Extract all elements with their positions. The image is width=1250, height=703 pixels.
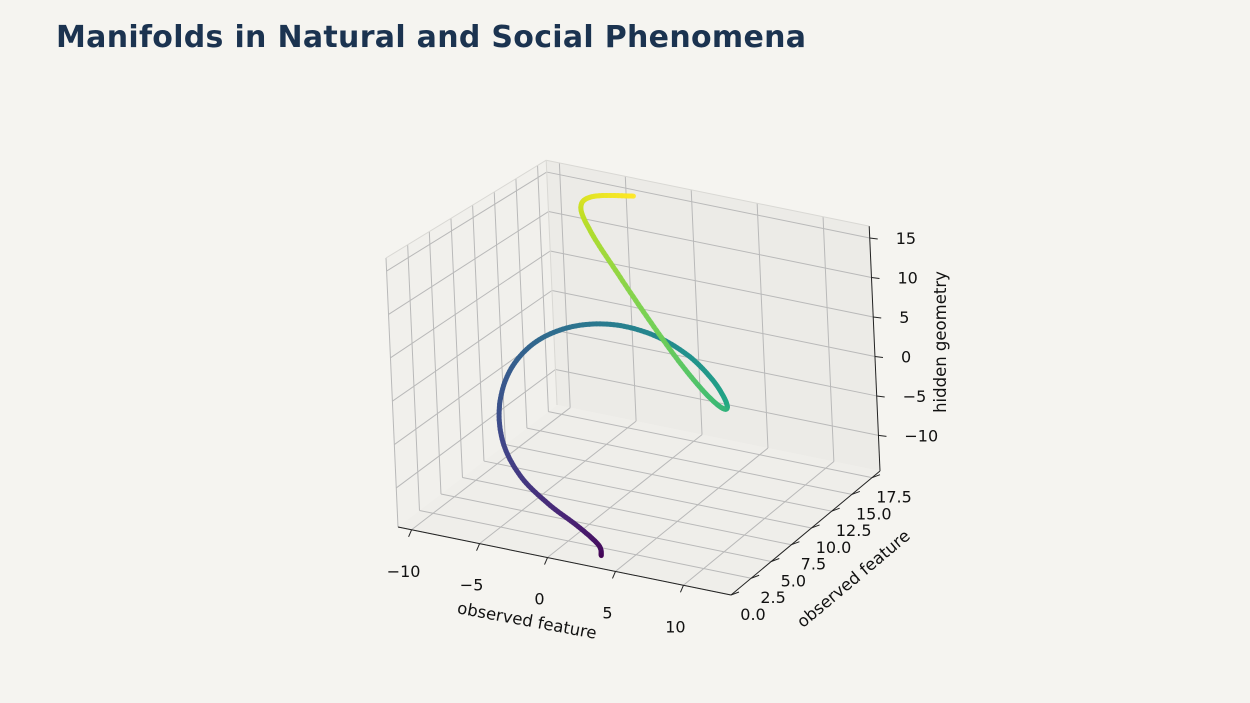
pane-edge bbox=[385, 159, 547, 259]
z-axis-tick-label: 0 bbox=[901, 348, 911, 367]
gridline-z-back bbox=[551, 290, 876, 357]
gridline-z-back bbox=[550, 250, 874, 318]
z-axis-tick bbox=[878, 434, 887, 437]
gridline-z-side bbox=[386, 171, 547, 272]
y-axis-tick bbox=[771, 558, 780, 562]
gridline-x-floor bbox=[547, 434, 703, 558]
gridline-z-back bbox=[546, 171, 870, 239]
y-axis-tick bbox=[811, 524, 820, 529]
z-axis-tick-label: 5 bbox=[899, 308, 909, 327]
gridline-y-side bbox=[493, 191, 506, 445]
y-axis-tick bbox=[791, 541, 800, 546]
z-axis-label: hidden geometry bbox=[931, 271, 950, 413]
z-axis-tick-label: 10 bbox=[898, 269, 918, 288]
z-axis-tick-label: −5 bbox=[903, 387, 927, 406]
gridline-y-floor bbox=[440, 493, 772, 562]
gridline-x-floor bbox=[411, 407, 571, 531]
back-pane bbox=[546, 160, 880, 471]
x-axis-tick bbox=[679, 585, 684, 593]
chart-axis-lines bbox=[385, 159, 881, 596]
gridline-z-side bbox=[388, 211, 549, 315]
gridline-z-side bbox=[390, 250, 551, 359]
x-axis-tick bbox=[612, 571, 616, 579]
y-axis-tick bbox=[831, 507, 840, 512]
chart-grid bbox=[385, 162, 879, 596]
x-axis-label: observed feature bbox=[456, 598, 598, 642]
y-axis-tick-label: 17.5 bbox=[876, 488, 912, 507]
x-axis-line bbox=[397, 526, 732, 596]
x-axis-tick-label: 5 bbox=[602, 603, 612, 622]
y-axis-tick-label: 10.0 bbox=[816, 538, 852, 557]
gridline-x-back bbox=[822, 216, 835, 462]
x-axis-tick bbox=[476, 543, 481, 551]
gridline-y-side bbox=[515, 178, 528, 429]
floor-pane bbox=[398, 405, 880, 595]
gridline-x-floor bbox=[683, 461, 835, 586]
gridline-x-floor bbox=[479, 420, 637, 545]
gridline-z-back bbox=[548, 211, 872, 278]
z-axis-tick bbox=[871, 277, 880, 279]
x-axis-tick-label: −10 bbox=[387, 562, 421, 581]
gridline-y-floor bbox=[548, 411, 873, 479]
y-axis-tick bbox=[750, 574, 760, 579]
x-axis-tick-label: 10 bbox=[665, 617, 685, 636]
z-axis-tick bbox=[873, 316, 882, 319]
chart-series-curve bbox=[496, 193, 730, 559]
y-axis-tick bbox=[730, 591, 740, 596]
side-pane bbox=[386, 160, 557, 527]
z-axis-tick bbox=[874, 355, 884, 358]
z-axis-tick-label: 15 bbox=[896, 229, 916, 248]
z-axis-line bbox=[868, 226, 881, 471]
gridline-x-back bbox=[690, 189, 703, 435]
gridline-y-floor bbox=[462, 477, 792, 546]
page-title: Manifolds in Natural and Social Phenomen… bbox=[56, 20, 807, 55]
gridline-y-floor bbox=[483, 460, 812, 529]
gridline-y-side bbox=[428, 231, 442, 495]
gridline-z-back bbox=[553, 329, 877, 397]
pane-edge bbox=[545, 160, 558, 406]
y-axis-tick-label: 2.5 bbox=[760, 588, 785, 607]
z-axis-tick bbox=[869, 237, 878, 240]
z-axis-tick-label: −10 bbox=[904, 426, 938, 445]
gridline-x-back bbox=[756, 203, 769, 449]
gridline-y-side bbox=[537, 165, 549, 412]
y-axis-tick bbox=[871, 474, 881, 479]
pane-edge bbox=[546, 159, 870, 227]
y-axis-tick-label: 7.5 bbox=[801, 555, 826, 574]
y-axis-line bbox=[730, 470, 881, 596]
x-axis-tick-label: −5 bbox=[460, 576, 484, 595]
gridline-x-back bbox=[624, 176, 637, 422]
chart-ticks: −10 −5 0 5 10 0.02.55.07.510.012.515.017.5 −10… bbox=[387, 229, 938, 636]
chart-panes bbox=[386, 160, 880, 595]
x-axis-tick bbox=[408, 529, 413, 537]
y-axis-label: observed feature bbox=[793, 526, 913, 631]
y-axis-tick bbox=[851, 490, 860, 495]
gridline-y-floor bbox=[505, 444, 832, 512]
gridline-x-back bbox=[558, 162, 571, 408]
y-axis-tick-label: 5.0 bbox=[781, 572, 806, 591]
y-axis-tick-label: 0.0 bbox=[740, 605, 765, 624]
z-axis-tick bbox=[876, 395, 885, 398]
y-axis-tick-label: 12.5 bbox=[836, 521, 872, 540]
gridline-y-floor bbox=[419, 510, 752, 579]
x-axis-tick bbox=[544, 557, 548, 565]
y-axis-tick-label: 15.0 bbox=[856, 504, 892, 523]
gridline-y-side bbox=[407, 244, 420, 511]
gridline-y-side bbox=[385, 257, 399, 528]
gridline-z-side bbox=[395, 369, 556, 489]
gridline-y-side bbox=[450, 218, 463, 478]
x-axis-tick-label: 0 bbox=[534, 590, 544, 609]
gridline-z-side bbox=[392, 290, 553, 402]
gridline-y-floor bbox=[526, 427, 852, 495]
gridline-x-floor bbox=[615, 447, 769, 572]
gridline-y-side bbox=[472, 205, 485, 462]
